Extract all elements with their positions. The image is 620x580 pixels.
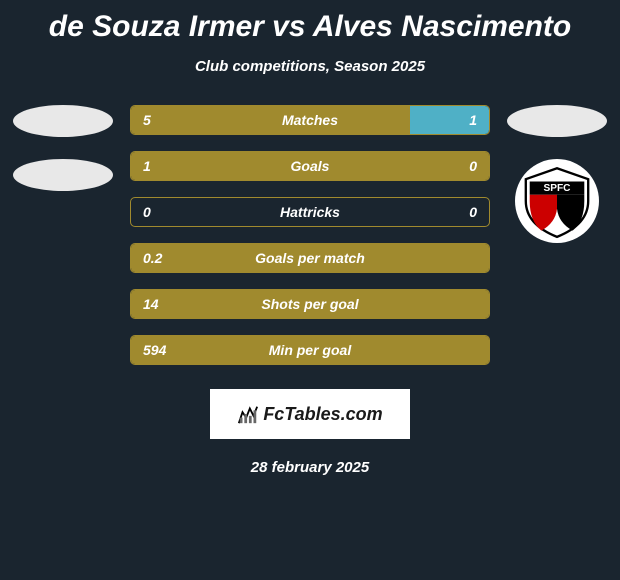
- stat-value-right: 0: [469, 204, 477, 220]
- stat-label: Min per goal: [131, 342, 489, 358]
- stat-label: Goals per match: [131, 250, 489, 266]
- club-badge-placeholder: [13, 159, 113, 191]
- page-title: de Souza Irmer vs Alves Nascimento: [8, 10, 612, 44]
- bars-chart-icon: [237, 403, 259, 425]
- stat-value-right: 0: [469, 158, 477, 174]
- player-avatar-placeholder: [507, 105, 607, 137]
- stat-row: 594Min per goal: [130, 335, 490, 365]
- stat-row: 0.2Goals per match: [130, 243, 490, 273]
- stat-row: 0Hattricks0: [130, 197, 490, 227]
- date-text: 28 february 2025: [8, 459, 612, 476]
- stat-label: Hattricks: [131, 204, 489, 220]
- spfc-shield-icon: SPFC: [518, 162, 596, 240]
- svg-text:SPFC: SPFC: [543, 183, 571, 194]
- stat-row: 1Goals0: [130, 151, 490, 181]
- main-layout: 5Matches11Goals00Hattricks00.2Goals per …: [8, 105, 612, 365]
- stat-label: Matches: [131, 112, 489, 128]
- stat-value-right: 1: [469, 112, 477, 128]
- stat-label: Goals: [131, 158, 489, 174]
- stat-row: 14Shots per goal: [130, 289, 490, 319]
- page-subtitle: Club competitions, Season 2025: [8, 58, 612, 75]
- stat-row: 5Matches1: [130, 105, 490, 135]
- stats-bars: 5Matches11Goals00Hattricks00.2Goals per …: [130, 105, 490, 365]
- stat-label: Shots per goal: [131, 296, 489, 312]
- fctables-logo[interactable]: FcTables.com: [210, 389, 410, 439]
- club-badge-spfc: SPFC: [515, 159, 599, 243]
- right-player-col: SPFC: [502, 105, 612, 243]
- left-player-col: [8, 105, 118, 191]
- logo-text: FcTables.com: [263, 404, 382, 425]
- player-avatar-placeholder: [13, 105, 113, 137]
